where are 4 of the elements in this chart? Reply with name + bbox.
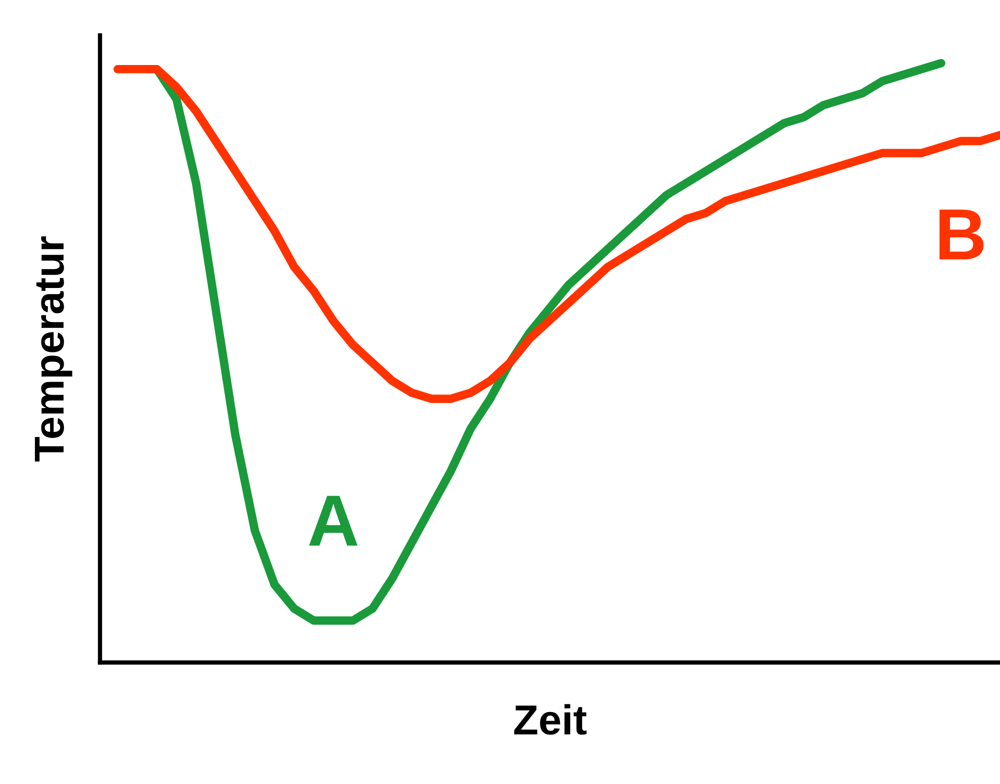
- y-axis-title: Temperatur: [34, 236, 72, 462]
- series-label: A: [309, 496, 358, 546]
- series-label: B: [940, 210, 984, 260]
- x-axis-title: Zeit: [514, 704, 587, 735]
